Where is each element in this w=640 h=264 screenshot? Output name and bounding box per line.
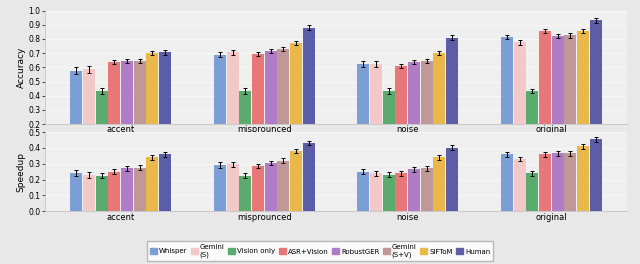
Bar	[446, 37, 458, 152]
Bar	[396, 66, 408, 152]
Bar	[383, 175, 395, 211]
Bar	[433, 53, 445, 152]
Bar	[420, 61, 433, 152]
Bar	[147, 53, 159, 152]
Bar	[564, 153, 576, 211]
Bar	[277, 161, 289, 211]
Bar	[552, 36, 564, 152]
Bar	[264, 51, 276, 152]
Bar	[513, 43, 525, 152]
Bar	[108, 62, 120, 152]
Bar	[564, 35, 576, 152]
Bar	[577, 146, 589, 211]
Bar	[214, 165, 226, 211]
Bar	[96, 91, 108, 152]
Bar	[108, 172, 120, 211]
Bar	[252, 166, 264, 211]
Bar	[370, 64, 382, 152]
Bar	[277, 49, 289, 152]
Bar	[433, 157, 445, 211]
Legend: Whisper, Gemini
(S), Vision only, ASR+Vision, RobustGER, Gemini
(S+V), SIFToM, H: Whisper, Gemini (S), Vision only, ASR+Vi…	[147, 242, 493, 261]
Bar	[159, 53, 171, 152]
Bar	[589, 21, 602, 152]
Bar	[70, 173, 83, 211]
Bar	[227, 53, 239, 152]
Bar	[121, 168, 133, 211]
Bar	[70, 71, 83, 152]
Bar	[147, 157, 159, 211]
Bar	[420, 168, 433, 211]
Bar	[501, 154, 513, 211]
Y-axis label: Accuracy: Accuracy	[17, 47, 26, 88]
Bar	[370, 173, 382, 211]
Bar	[121, 61, 133, 152]
Bar	[383, 91, 395, 152]
Bar	[83, 175, 95, 211]
Bar	[264, 163, 276, 211]
Bar	[159, 154, 171, 211]
Bar	[239, 176, 252, 211]
Bar	[357, 172, 369, 211]
Bar	[303, 143, 315, 211]
Bar	[526, 91, 538, 152]
Bar	[83, 69, 95, 152]
Bar	[552, 153, 564, 211]
Bar	[134, 61, 146, 152]
Bar	[577, 31, 589, 152]
Bar	[396, 173, 408, 211]
Bar	[227, 164, 239, 211]
Bar	[290, 43, 302, 152]
Bar	[589, 139, 602, 211]
Bar	[501, 37, 513, 152]
Bar	[239, 91, 252, 152]
Bar	[408, 62, 420, 152]
Bar	[526, 173, 538, 211]
Bar	[134, 168, 146, 211]
Bar	[214, 55, 226, 152]
Y-axis label: Speedup: Speedup	[17, 152, 26, 192]
Bar	[303, 27, 315, 152]
Bar	[513, 159, 525, 211]
Bar	[539, 154, 551, 211]
Bar	[96, 176, 108, 211]
Bar	[539, 31, 551, 152]
Bar	[446, 148, 458, 211]
Bar	[357, 64, 369, 152]
Bar	[290, 151, 302, 211]
Bar	[252, 54, 264, 152]
Bar	[408, 169, 420, 211]
